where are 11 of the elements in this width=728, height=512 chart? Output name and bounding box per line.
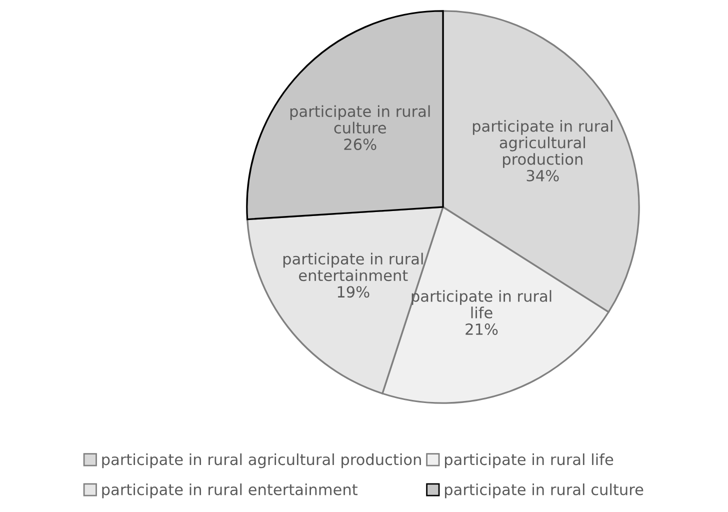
legend-label: participate in rural culture (444, 483, 644, 498)
slice-label: participate in rural culture (290, 105, 430, 134)
legend-label: participate in rural agricultural production (102, 453, 421, 468)
data-label: 19% (338, 286, 370, 298)
data-label: 21% (466, 323, 498, 335)
data-label: 26% (344, 138, 376, 150)
data-label: 34% (526, 170, 559, 182)
slice-label: participate in rural agricultural production (472, 120, 612, 168)
legend-label: participate in rural life (444, 453, 614, 468)
legend-label: participate in rural entertainment (102, 483, 358, 498)
slice-label: participate in rural entertainment (283, 252, 423, 282)
